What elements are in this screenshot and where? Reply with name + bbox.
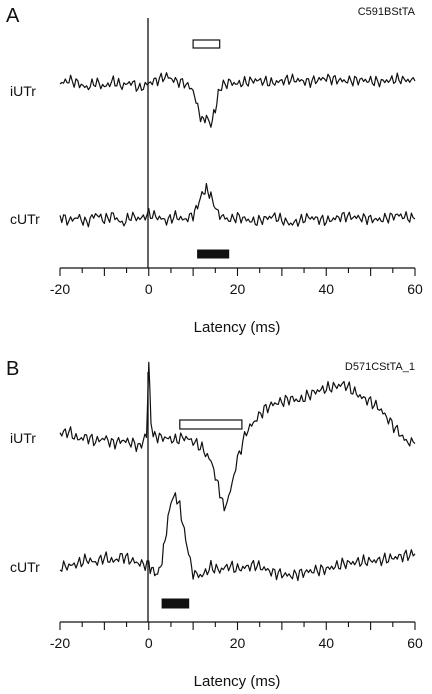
- x-tick-label: 20: [230, 281, 246, 297]
- x-tick-label: 60: [407, 635, 423, 651]
- panel-b-x-tick-labels: -20 0 20 40 60: [50, 635, 423, 651]
- panel-b-x-ticks: [59, 622, 416, 630]
- panel-a-x-tick-labels: -20 0 20 40 60: [50, 281, 423, 297]
- panel-a-contra-trace: [59, 182, 416, 228]
- panel-a-letter: A: [6, 5, 20, 27]
- panel-a-trace-label-contra: cUTr: [10, 211, 40, 227]
- panel-a-filled-bar: [197, 249, 230, 259]
- x-tick-label: 40: [318, 635, 334, 651]
- panel-b-contra-trace: [59, 492, 416, 582]
- x-tick-label: 20: [230, 635, 246, 651]
- panel-b-ipsi-trace: [59, 361, 416, 512]
- x-tick-label: 0: [145, 281, 153, 297]
- panel-b-trace-label-ipsi: iUTr: [10, 430, 36, 446]
- panel-b-letter: B: [6, 358, 19, 380]
- panel-b-trace-label-contra: cUTr: [10, 559, 40, 575]
- panel-a-open-bar: [192, 39, 221, 49]
- panel-b-recording-id: D571CStTA_1: [345, 361, 415, 373]
- panel-a-x-ticks: [59, 268, 416, 276]
- panel-b: B D571CStTA_1 iUTr cUTr -20 0 20 40 60 Laten…: [6, 358, 423, 690]
- panel-a-recording-id: C591BStTA: [358, 6, 416, 18]
- panel-b-filled-bar: [161, 598, 190, 609]
- x-tick-label: -20: [50, 281, 70, 297]
- x-tick-label: 60: [407, 281, 423, 297]
- x-tick-label: 40: [318, 281, 334, 297]
- panel-a: A C591BStTA iUTr cUTr -20 0 20 40 60 Latency…: [6, 5, 423, 336]
- x-tick-label: -20: [50, 635, 70, 651]
- panel-a-x-axis-label: Latency (ms): [194, 319, 281, 336]
- x-tick-label: 0: [145, 635, 153, 651]
- panel-a-ipsi-trace: [59, 72, 416, 128]
- panel-a-trace-label-ipsi: iUTr: [10, 83, 36, 99]
- panel-b-x-axis-label: Latency (ms): [194, 673, 281, 690]
- panel-b-open-bar: [179, 419, 243, 430]
